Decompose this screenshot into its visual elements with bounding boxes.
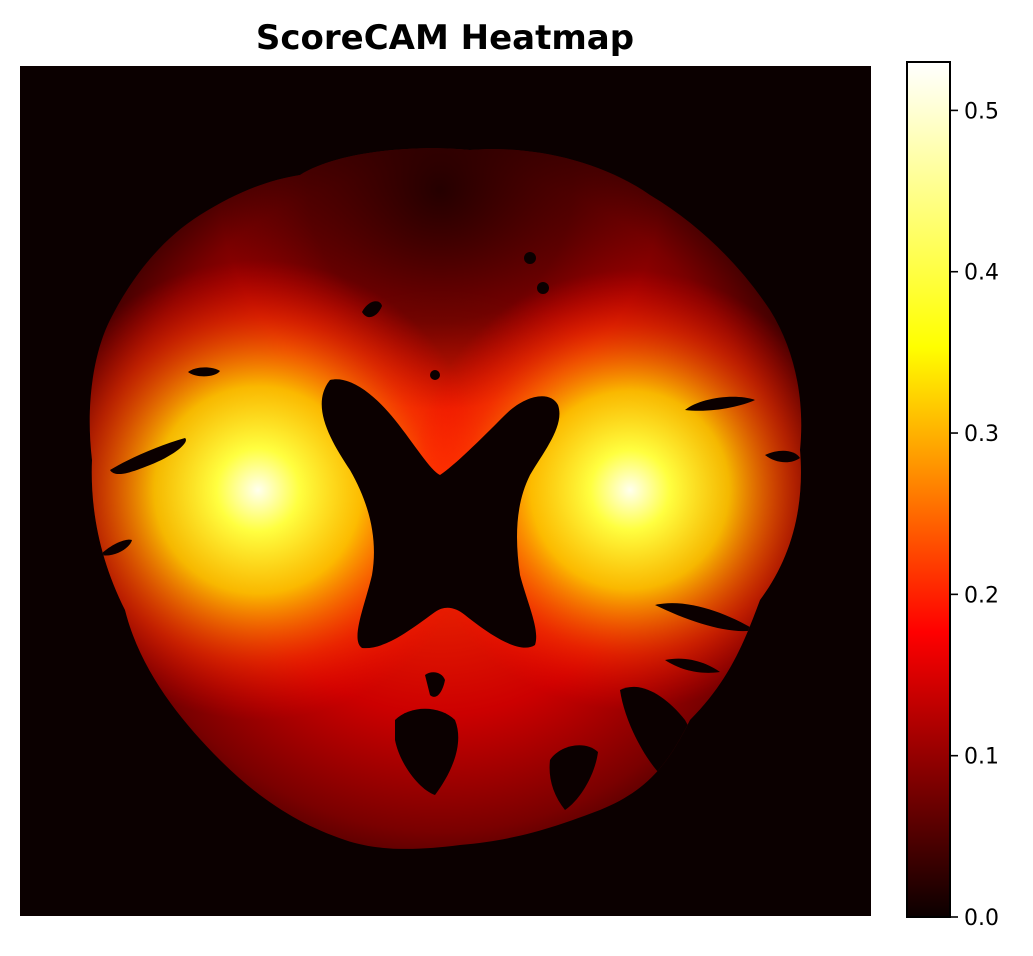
spot-2 xyxy=(537,282,549,294)
sulcus-left-3 xyxy=(188,367,220,377)
sulcus-left-1 xyxy=(110,438,186,475)
colorbar-tick-label: 0.0 xyxy=(964,906,999,931)
sulcus-right-2 xyxy=(655,603,755,632)
sulcus-right-4 xyxy=(765,450,800,463)
colorbar-tick-label: 0.4 xyxy=(964,261,999,286)
sulcus-bottom-1 xyxy=(395,708,459,795)
chart-title: ScoreCAM Heatmap xyxy=(256,18,634,58)
colorbar-tick-label: 0.3 xyxy=(964,422,999,447)
colorbar-ticks: 0.0 0.1 0.2 0.3 0.4 0.5 xyxy=(950,99,999,931)
spot-1 xyxy=(524,252,536,264)
colorbar-tick-label: 0.5 xyxy=(964,99,999,124)
ventricle-mask xyxy=(321,379,560,649)
sulcus-left-2 xyxy=(100,539,132,556)
sulcus-bottom-2 xyxy=(425,672,445,697)
colorbar-gradient xyxy=(907,62,950,917)
heatmap-image xyxy=(20,66,871,916)
colorbar-tick-label: 0.2 xyxy=(964,583,999,608)
sulcus-bottom-3 xyxy=(549,745,598,810)
sulcus-right-3 xyxy=(665,658,720,673)
colorbar-tick-label: 0.1 xyxy=(964,745,999,770)
colorbar: 0.0 0.1 0.2 0.3 0.4 0.5 xyxy=(906,61,999,931)
spot-4 xyxy=(362,301,382,318)
colorbar-frame xyxy=(906,61,951,918)
colorbar-fill xyxy=(907,62,950,917)
sulcus-right-1 xyxy=(685,396,755,411)
spot-3 xyxy=(430,370,440,380)
